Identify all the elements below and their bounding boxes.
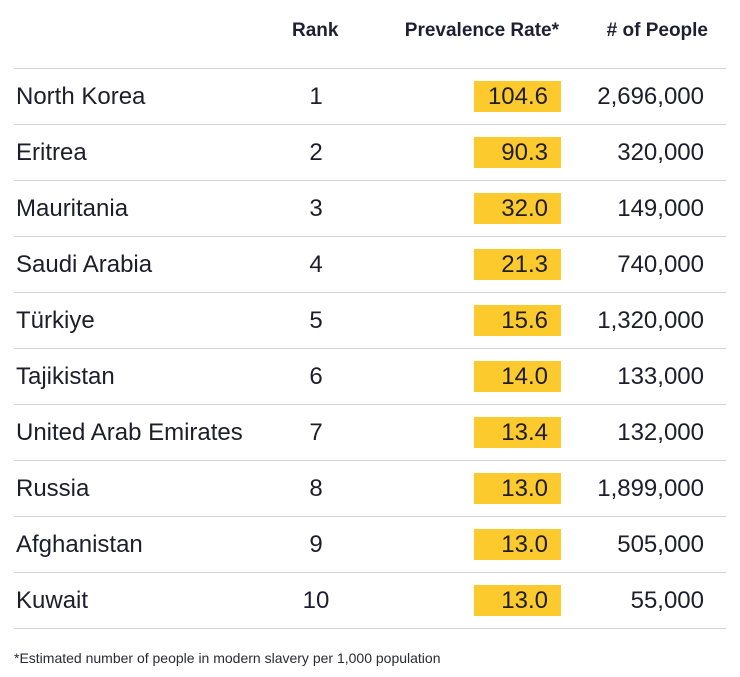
table-row: United Arab Emirates 7 13.4 132,000 xyxy=(14,405,726,461)
prevalence-rate-badge: 104.6 xyxy=(474,81,561,112)
prevalence-rate-badge: 32.0 xyxy=(474,193,561,224)
country-cell: Türkiye xyxy=(16,307,95,334)
country-cell: United Arab Emirates xyxy=(16,419,243,446)
people-count-cell: 149,000 xyxy=(617,195,704,222)
people-count-cell: 132,000 xyxy=(617,419,704,446)
table-row: Eritrea 2 90.3 320,000 xyxy=(14,125,726,181)
people-count-cell: 320,000 xyxy=(617,139,704,166)
table-row: Tajikistan 6 14.0 133,000 xyxy=(14,349,726,405)
rank-cell: 3 xyxy=(309,195,323,222)
header-prevalence-rate: Prevalence Rate* xyxy=(404,20,559,41)
rank-cell: 8 xyxy=(309,475,323,502)
rank-cell: 9 xyxy=(309,531,323,558)
rank-cell: 5 xyxy=(309,307,323,334)
rank-cell: 2 xyxy=(309,139,323,166)
prevalence-rate-value: 13.4 xyxy=(501,419,548,446)
rank-cell: 10 xyxy=(302,587,330,614)
prevalence-rate-badge: 13.4 xyxy=(474,417,561,448)
table-row: Kuwait 10 13.0 55,000 xyxy=(14,573,726,629)
prevalence-rate-value: 13.0 xyxy=(501,531,548,558)
prevalence-rate-value: 15.6 xyxy=(501,307,548,334)
prevalence-rate-value: 14.0 xyxy=(501,363,548,390)
country-cell: Eritrea xyxy=(16,139,87,166)
people-count-cell: 55,000 xyxy=(630,587,704,614)
prevalence-rate-badge: 90.3 xyxy=(474,137,561,168)
header-rank: Rank xyxy=(292,20,339,41)
rank-cell: 1 xyxy=(309,83,323,110)
people-count-cell: 1,899,000 xyxy=(597,475,704,502)
prevalence-rate-value: 13.0 xyxy=(501,475,548,502)
prevalence-rate-value: 90.3 xyxy=(501,139,548,166)
country-cell: Tajikistan xyxy=(16,363,115,390)
table-row: Mauritania 3 32.0 149,000 xyxy=(14,181,726,237)
table-row: Afghanistan 9 13.0 505,000 xyxy=(14,517,726,573)
prevalence-rate-value: 104.6 xyxy=(487,83,548,110)
prevalence-rate-badge: 13.0 xyxy=(474,473,561,504)
country-cell: Mauritania xyxy=(16,195,129,222)
people-count-cell: 2,696,000 xyxy=(597,83,704,110)
rank-cell: 6 xyxy=(309,363,323,390)
table-row: North Korea 1 104.6 2,696,000 xyxy=(14,69,726,125)
table-row: Russia 8 13.0 1,899,000 xyxy=(14,461,726,517)
footnote: *Estimated number of people in modern sl… xyxy=(14,650,441,666)
prevalence-rate-badge: 15.6 xyxy=(474,305,561,336)
people-count-cell: 1,320,000 xyxy=(597,307,704,334)
people-count-cell: 133,000 xyxy=(617,363,704,390)
prevalence-rate-value: 13.0 xyxy=(501,587,548,614)
prevalence-rate-badge: 21.3 xyxy=(474,249,561,280)
prevalence-rate-badge: 14.0 xyxy=(474,361,561,392)
table-row: Saudi Arabia 4 21.3 740,000 xyxy=(14,237,726,293)
table-header: Rank Prevalence Rate* # of People xyxy=(14,0,726,69)
people-count-cell: 740,000 xyxy=(617,251,704,278)
prevalence-rate-value: 21.3 xyxy=(501,251,548,278)
country-cell: Kuwait xyxy=(16,587,89,614)
country-cell: North Korea xyxy=(16,83,146,110)
table-body: North Korea 1 104.6 2,696,000 Eritrea 2 90.3 32… xyxy=(14,69,726,629)
country-cell: Russia xyxy=(16,475,90,502)
rank-cell: 4 xyxy=(309,251,323,278)
prevalence-rate-badge: 13.0 xyxy=(474,529,561,560)
data-table: Rank Prevalence Rate* # of People North … xyxy=(14,0,726,629)
country-cell: Afghanistan xyxy=(16,531,143,558)
country-cell: Saudi Arabia xyxy=(16,251,153,278)
table-row: Türkiye 5 15.6 1,320,000 xyxy=(14,293,726,349)
rank-cell: 7 xyxy=(309,419,323,446)
prevalence-rate-value: 32.0 xyxy=(501,195,548,222)
people-count-cell: 505,000 xyxy=(617,531,704,558)
header-number-of-people: # of People xyxy=(606,20,708,41)
prevalence-rate-badge: 13.0 xyxy=(474,585,561,616)
